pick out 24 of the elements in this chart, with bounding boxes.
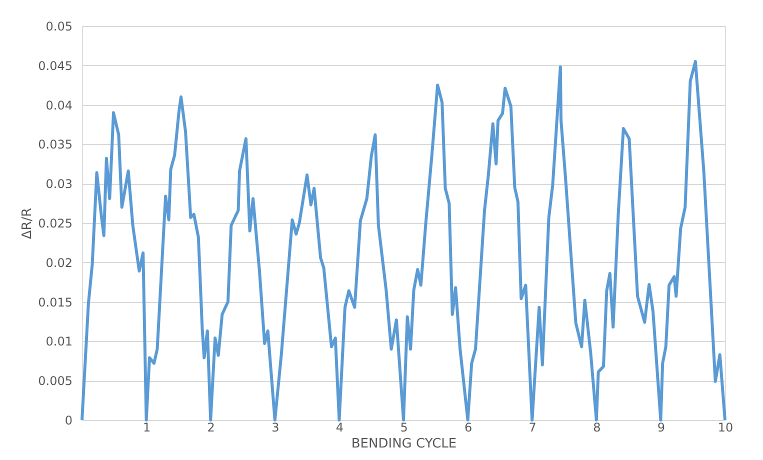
x-tick-label: 6 — [464, 420, 472, 434]
y-tick-label: 0.035 — [38, 138, 72, 152]
y-axis-title: ΔR/R — [20, 208, 36, 240]
y-tick-label: 0.045 — [38, 58, 72, 73]
x-tick-label: 9 — [657, 420, 666, 434]
y-tick-label: 0 — [64, 414, 72, 428]
x-tick-label: 3 — [272, 420, 280, 434]
y-tick-label: 0.01 — [46, 334, 72, 349]
line-series — [80, 60, 726, 422]
y-tick-label: 0.05 — [46, 20, 72, 34]
y-tick-label: 0.04 — [46, 98, 72, 112]
x-tick-label: 10 — [718, 420, 734, 434]
y-tick-label: 0.025 — [38, 216, 72, 230]
x-tick-label: 7 — [528, 420, 536, 434]
y-tick-label: 0.005 — [38, 374, 72, 388]
x-tick-label: 8 — [593, 420, 601, 434]
x-axis-title: BENDING CYCLE — [351, 436, 457, 452]
y-tick-label: 0.03 — [46, 177, 72, 192]
x-tick-label: 5 — [400, 420, 408, 434]
y-tick-label: 0.015 — [38, 295, 72, 310]
x-tick-label: 1 — [142, 420, 151, 434]
y-tick-label: 0.02 — [46, 256, 72, 270]
x-tick-label: 2 — [207, 420, 215, 434]
x-tick-label: 4 — [336, 420, 344, 434]
